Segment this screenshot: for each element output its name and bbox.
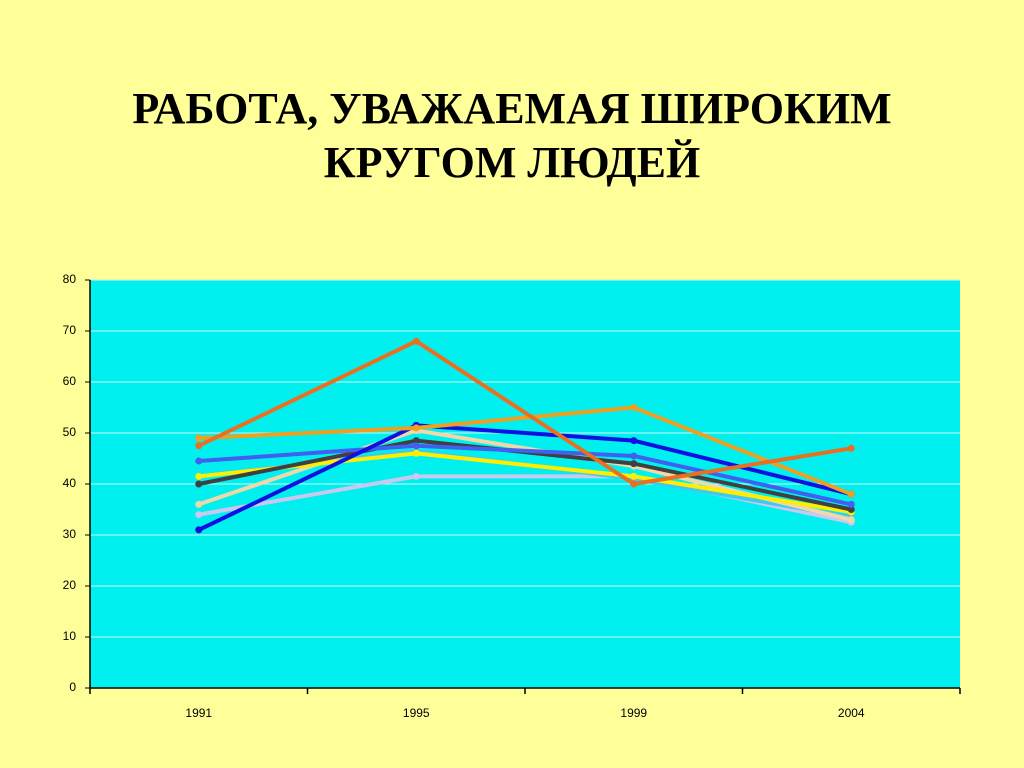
- y-tick-label: 50: [63, 425, 77, 439]
- y-tick-label: 60: [63, 374, 77, 388]
- series-line: [198, 451, 852, 515]
- point: [195, 434, 203, 442]
- point: [847, 500, 855, 508]
- point: [847, 444, 855, 452]
- series-line: [197, 339, 852, 486]
- point: [847, 490, 855, 498]
- point: [412, 337, 420, 345]
- point: [630, 480, 638, 488]
- y-tick-label: 10: [63, 629, 77, 643]
- point: [630, 460, 638, 468]
- y-tick-label: 20: [63, 578, 77, 592]
- point: [412, 472, 420, 480]
- point: [630, 452, 638, 460]
- point: [630, 404, 638, 411]
- x-tick-label: 2004: [838, 706, 865, 720]
- x-tick-label: 1991: [185, 706, 212, 720]
- point: [195, 526, 203, 534]
- slide-title: РАБОТА, УВАЖАЕМАЯ ШИРОКИМ КРУГОМ ЛЮДЕЙ: [132, 84, 892, 187]
- point: [847, 506, 855, 513]
- point: [412, 449, 420, 457]
- point: [195, 472, 203, 480]
- point: [412, 442, 420, 450]
- point: [195, 442, 203, 450]
- point: [630, 437, 638, 445]
- y-tick-label: 70: [63, 323, 77, 337]
- point: [195, 480, 203, 488]
- point: [412, 437, 420, 445]
- x-tick-label: 1999: [620, 706, 647, 720]
- point: [195, 457, 203, 465]
- y-tick-label: 80: [63, 272, 77, 286]
- point: [847, 516, 855, 524]
- y-tick-label: 40: [63, 476, 77, 490]
- point: [195, 500, 203, 508]
- series-line: [198, 443, 852, 507]
- point: [412, 424, 420, 432]
- series-line: [198, 405, 852, 497]
- y-tick-label: 30: [63, 527, 77, 541]
- point: [195, 511, 203, 519]
- point: [630, 472, 638, 480]
- x-tick-label: 1995: [403, 706, 430, 720]
- y-tick-label: 0: [69, 680, 76, 694]
